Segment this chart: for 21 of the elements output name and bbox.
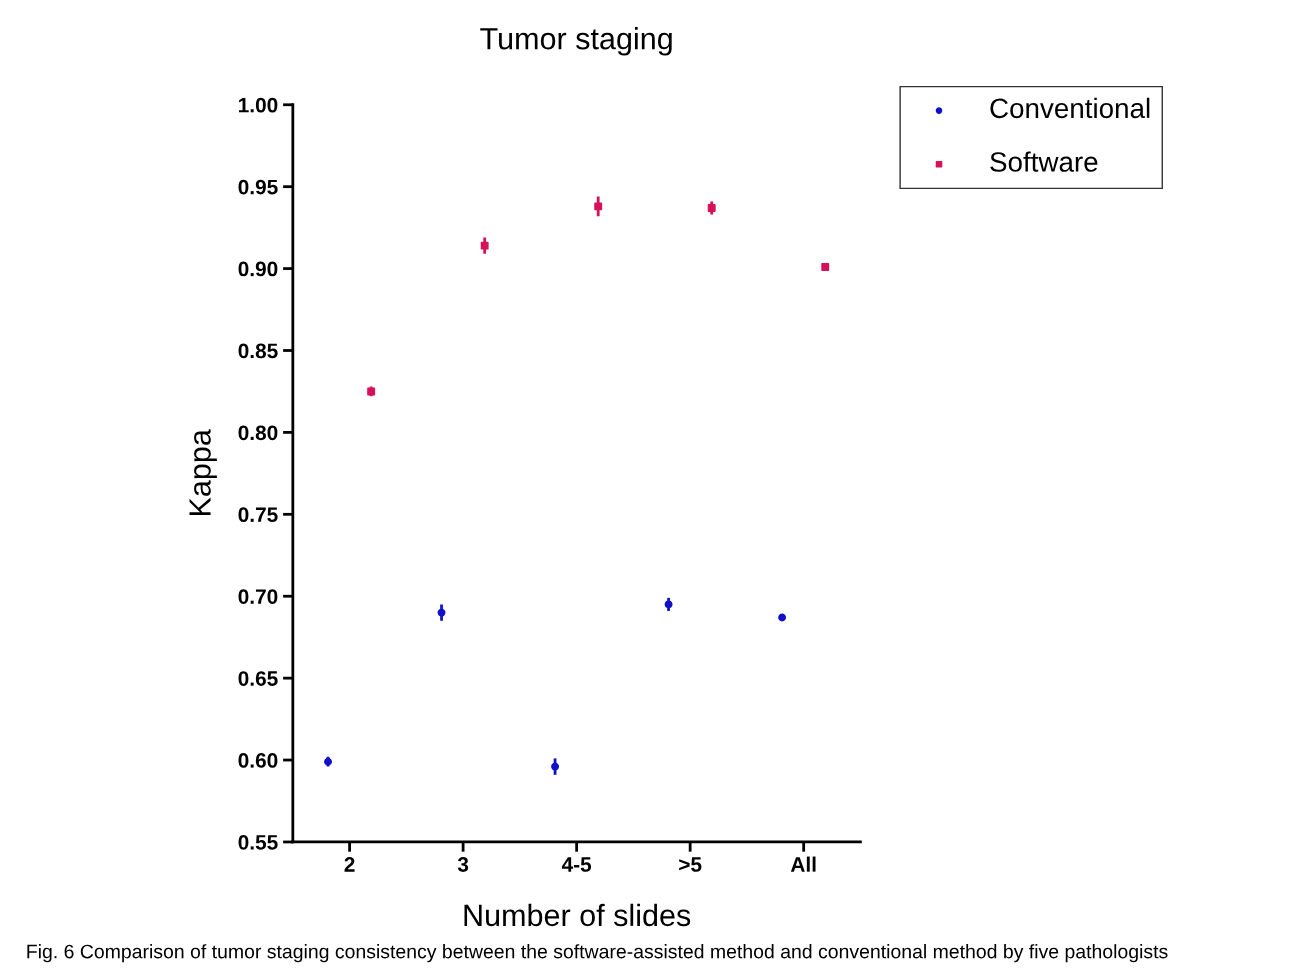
y-axis-title: Kappa (189, 429, 217, 516)
y-tick-label: 0.80 (238, 425, 278, 441)
caption: Fig. 6 Comparison of tumor staging consistency between the software-assisted method and conventional method by five pathologists (27, 944, 1168, 963)
y-tick-label: 0.70 (238, 589, 278, 604)
y-tick-label: 1.00 (239, 97, 278, 113)
legend-label: Conventional (990, 97, 1150, 119)
y-tick-label: 0.95 (238, 179, 278, 195)
y-tick-label: 0.90 (238, 261, 278, 277)
x-tick-label: 4-5 (561, 857, 592, 872)
y-tick-label: 0.55 (238, 834, 278, 850)
x-tick-label: All (790, 856, 816, 872)
y-tick-label: 0.85 (238, 343, 278, 359)
chart-title: Tumor staging (480, 27, 672, 56)
y-tick-label: 0.75 (238, 507, 278, 523)
x-tick-label: 2 (344, 857, 355, 872)
x-tick-label: >5 (679, 857, 702, 872)
y-tick-label: 0.60 (238, 753, 278, 768)
legend-label: Software (990, 151, 1098, 172)
x-axis-title: Number of slides (464, 903, 691, 927)
y-tick-label: 0.65 (238, 671, 278, 686)
x-tick-label: 3 (457, 857, 469, 872)
